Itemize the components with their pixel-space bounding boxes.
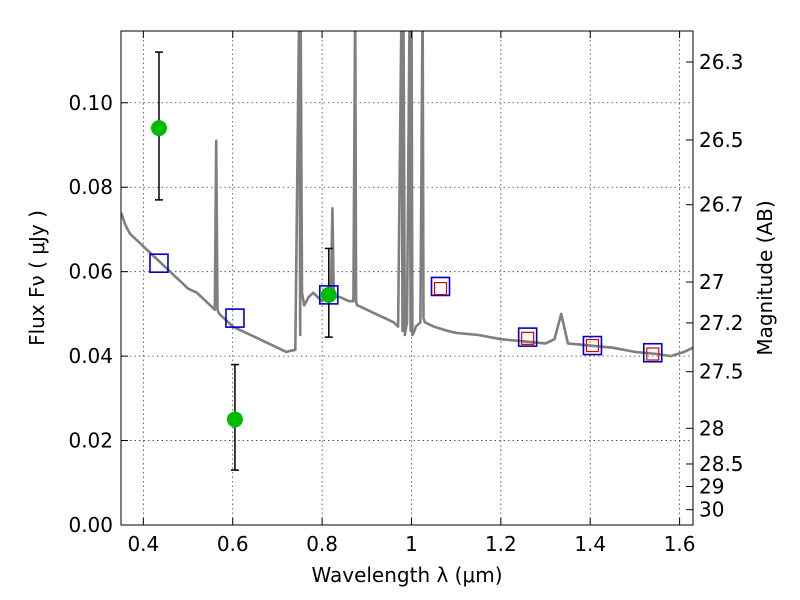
spectrum-line bbox=[121, 31, 693, 358]
y-tick-label: 0.08 bbox=[68, 175, 113, 199]
y-tick-label: 0.06 bbox=[68, 260, 113, 284]
y-axis-label: Flux Fν ( μJy ) bbox=[25, 210, 49, 346]
y-tick-label: 0.02 bbox=[68, 429, 113, 453]
model-band-square bbox=[430, 276, 451, 297]
observed-point bbox=[226, 411, 243, 428]
right-tick-label: 26.5 bbox=[699, 128, 744, 152]
right-tick-label: 27 bbox=[699, 270, 724, 294]
y-tick-label: 0.00 bbox=[68, 513, 113, 537]
model-band-square bbox=[149, 253, 169, 274]
observed-point bbox=[150, 120, 167, 137]
right-axis-label: Magnitude (AB) bbox=[753, 200, 777, 355]
model-broad-square bbox=[521, 331, 535, 345]
y-axis-ticks: 0.00 0.02 0.04 0.06 0.08 0.10 bbox=[68, 91, 128, 537]
y-tick-label: 0.04 bbox=[68, 344, 113, 368]
right-tick-label: 26.7 bbox=[699, 193, 744, 217]
right-tick-label: 28.5 bbox=[699, 452, 744, 476]
x-axis-ticks: 0.4 0.6 0.8 1 1.2 1.4 1.6 bbox=[127, 31, 696, 556]
x-tick-label: 1.2 bbox=[485, 532, 517, 556]
right-tick-label: 29 bbox=[699, 474, 724, 498]
x-axis-label: Wavelength λ (μm) bbox=[311, 563, 502, 587]
model-broad-square bbox=[585, 338, 600, 353]
right-tick-label: 27.2 bbox=[699, 311, 744, 335]
x-tick-label: 0.6 bbox=[217, 532, 249, 556]
model-band-square bbox=[582, 335, 603, 356]
y-tick-label: 0.10 bbox=[68, 91, 113, 115]
plot-frame bbox=[120, 30, 694, 526]
right-tick-label: 27.5 bbox=[699, 360, 744, 384]
model-band-square bbox=[642, 342, 663, 363]
right-tick-label: 26.3 bbox=[699, 50, 744, 74]
right-tick-label: 30 bbox=[699, 498, 724, 522]
right-tick-label: 28 bbox=[699, 416, 724, 440]
model-band-square bbox=[517, 327, 538, 347]
x-tick-label: 1.6 bbox=[664, 532, 696, 556]
model-band-square bbox=[225, 308, 245, 328]
model-broad-square bbox=[646, 347, 660, 361]
observed-point bbox=[320, 286, 337, 303]
plot-area bbox=[121, 31, 693, 471]
x-tick-label: 1 bbox=[405, 532, 418, 556]
x-tick-label: 0.8 bbox=[306, 532, 338, 556]
model-broad-square bbox=[433, 281, 448, 296]
x-tick-label: 0.4 bbox=[127, 532, 159, 556]
x-tick-label: 1.4 bbox=[574, 532, 606, 556]
